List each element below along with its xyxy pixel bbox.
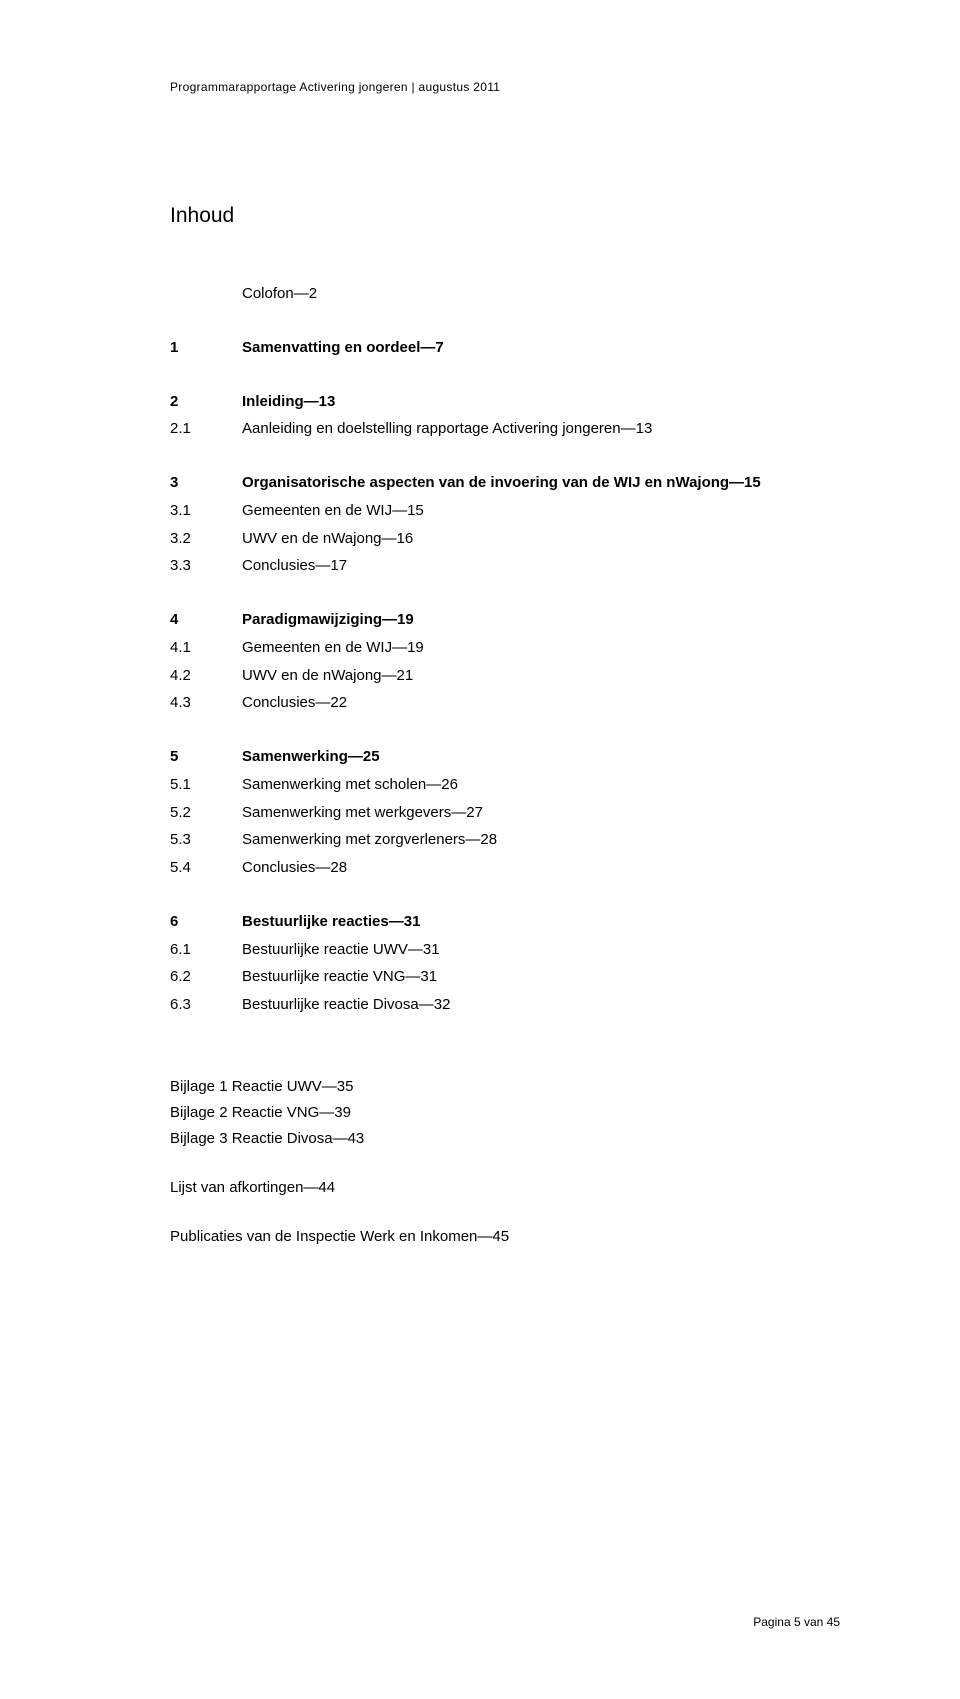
- toc-number: 2: [170, 391, 242, 413]
- appendix-extra-line: Lijst van afkortingen—44: [170, 1177, 840, 1198]
- toc-row: 3.2UWV en de nWajong—16: [170, 528, 840, 550]
- appendix-line: Bijlage 2 Reactie VNG—39: [170, 1102, 840, 1123]
- toc-row: 4Paradigmawijziging—19: [170, 609, 840, 631]
- toc-label: Inleiding—13: [242, 391, 840, 413]
- toc-label: UWV en de nWajong—21: [242, 665, 840, 687]
- page-footer: Pagina 5 van 45: [753, 1615, 840, 1629]
- toc-label: Bestuurlijke reactie VNG—31: [242, 966, 840, 988]
- toc-label: Samenvatting en oordeel—7: [242, 337, 840, 359]
- toc-row: 6.2Bestuurlijke reactie VNG—31: [170, 966, 840, 988]
- toc-label: Samenwerking—25: [242, 746, 840, 768]
- toc-number: 5.3: [170, 829, 242, 851]
- toc-label: Samenwerking met zorgverleners—28: [242, 829, 840, 851]
- toc-row: 6.1Bestuurlijke reactie UWV—31: [170, 939, 840, 961]
- toc-number: 4.1: [170, 637, 242, 659]
- toc-row: 3.3Conclusies—17: [170, 555, 840, 577]
- toc-number: 4.3: [170, 692, 242, 714]
- toc-label: Colofon—2: [242, 283, 840, 305]
- toc-number: 1: [170, 337, 242, 359]
- toc-row: 2Inleiding—13: [170, 391, 840, 413]
- toc-row: 6Bestuurlijke reacties—31: [170, 911, 840, 933]
- toc-label: Bestuurlijke reacties—31: [242, 911, 840, 933]
- toc-number: 6.2: [170, 966, 242, 988]
- toc-row: Colofon—2: [170, 283, 840, 305]
- toc-row: 3.1Gemeenten en de WIJ—15: [170, 500, 840, 522]
- toc-section: 3Organisatorische aspecten van de invoer…: [170, 472, 840, 577]
- table-of-contents: Colofon—2 1Samenvatting en oordeel—7 2Inle…: [170, 283, 840, 1016]
- toc-row: 4.3Conclusies—22: [170, 692, 840, 714]
- toc-label: Bestuurlijke reactie UWV—31: [242, 939, 840, 961]
- toc-section: 4Paradigmawijziging—194.1Gemeenten en de…: [170, 609, 840, 714]
- toc-label: Bestuurlijke reactie Divosa—32: [242, 994, 840, 1016]
- toc-number: 6.3: [170, 994, 242, 1016]
- toc-number: 4.2: [170, 665, 242, 687]
- toc-label: Samenwerking met scholen—26: [242, 774, 840, 796]
- toc-label: Samenwerking met werkgevers—27: [242, 802, 840, 824]
- toc-number: 3.3: [170, 555, 242, 577]
- appendix-line: Bijlage 3 Reactie Divosa—43: [170, 1128, 840, 1149]
- toc-number: 6: [170, 911, 242, 933]
- toc-row: 3Organisatorische aspecten van de invoer…: [170, 472, 840, 494]
- toc-label: Gemeenten en de WIJ—15: [242, 500, 840, 522]
- toc-label: Aanleiding en doelstelling rapportage Ac…: [242, 418, 840, 440]
- toc-label: Paradigmawijziging—19: [242, 609, 840, 631]
- toc-label: UWV en de nWajong—16: [242, 528, 840, 550]
- toc-section: 5Samenwerking—255.1Samenwerking met scho…: [170, 746, 840, 879]
- running-header: Programmarapportage Activering jongeren …: [170, 80, 840, 94]
- toc-number: 5.4: [170, 857, 242, 879]
- toc-number: 2.1: [170, 418, 242, 440]
- toc-row: 5.3Samenwerking met zorgverleners—28: [170, 829, 840, 851]
- toc-title: Inhoud: [170, 204, 840, 228]
- toc-number: 4: [170, 609, 242, 631]
- appendix-line: Bijlage 1 Reactie UWV—35: [170, 1076, 840, 1097]
- toc-row: 4.2UWV en de nWajong—21: [170, 665, 840, 687]
- toc-number: 5.1: [170, 774, 242, 796]
- toc-row: 1Samenvatting en oordeel—7: [170, 337, 840, 359]
- toc-section: Colofon—2: [170, 283, 840, 305]
- toc-row: 6.3Bestuurlijke reactie Divosa—32: [170, 994, 840, 1016]
- toc-row: 2.1Aanleiding en doelstelling rapportage…: [170, 418, 840, 440]
- toc-number: 6.1: [170, 939, 242, 961]
- toc-number: 3: [170, 472, 242, 494]
- toc-row: 5.1Samenwerking met scholen—26: [170, 774, 840, 796]
- toc-number: 3.1: [170, 500, 242, 522]
- toc-label: Conclusies—28: [242, 857, 840, 879]
- toc-label: Conclusies—22: [242, 692, 840, 714]
- toc-row: 5Samenwerking—25: [170, 746, 840, 768]
- toc-section: 2Inleiding—132.1Aanleiding en doelstelli…: [170, 391, 840, 441]
- toc-section: 6Bestuurlijke reacties—316.1Bestuurlijke…: [170, 911, 840, 1016]
- appendix-block: Bijlage 1 Reactie UWV—35 Bijlage 2 Reacti…: [170, 1076, 840, 1247]
- toc-number: 3.2: [170, 528, 242, 550]
- toc-label: Gemeenten en de WIJ—19: [242, 637, 840, 659]
- toc-number: 5: [170, 746, 242, 768]
- toc-row: 5.2Samenwerking met werkgevers—27: [170, 802, 840, 824]
- toc-section: 1Samenvatting en oordeel—7: [170, 337, 840, 359]
- toc-row: 4.1Gemeenten en de WIJ—19: [170, 637, 840, 659]
- document-page: Programmarapportage Activering jongeren …: [0, 0, 960, 1699]
- appendix-extra-line: Publicaties van de Inspectie Werk en Ink…: [170, 1226, 840, 1247]
- toc-label: Conclusies—17: [242, 555, 840, 577]
- toc-row: 5.4Conclusies—28: [170, 857, 840, 879]
- toc-label: Organisatorische aspecten van de invoeri…: [242, 472, 840, 494]
- toc-number: 5.2: [170, 802, 242, 824]
